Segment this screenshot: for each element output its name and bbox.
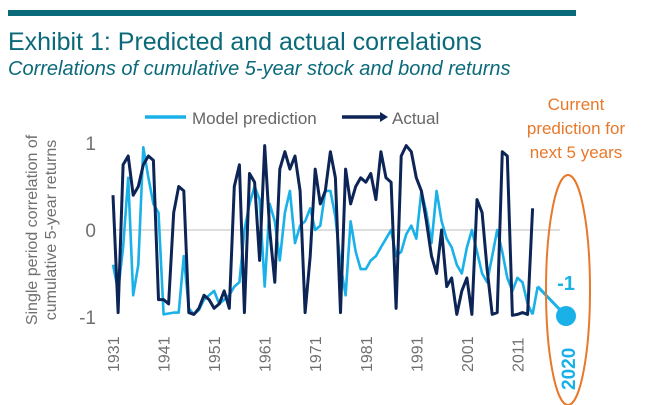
- actual-line: [111, 144, 535, 317]
- x-tick-label: 1961: [258, 336, 275, 372]
- exhibit-subtitle: Correlations of cumulative 5-year stock …: [8, 58, 511, 80]
- y-axis-label-line: Single period correlation of: [24, 134, 41, 325]
- legend-model-label: Model prediction: [192, 109, 317, 128]
- x-tick-label: 2011: [510, 337, 527, 372]
- legend-actual-label: Actual: [392, 109, 439, 128]
- model-prediction-line: [111, 146, 534, 316]
- y-axis-label-line: cumulative 5-year returns: [43, 140, 60, 321]
- exhibit-title: Exhibit 1: Predicted and actual correlat…: [8, 28, 482, 56]
- prediction-value-label: -1: [557, 273, 575, 295]
- callout-text-line: prediction for: [527, 119, 626, 138]
- x-tick-label: 2001: [460, 336, 477, 372]
- x-tick-label: 1981: [359, 336, 376, 372]
- prediction-point: [556, 306, 576, 326]
- prediction-year-label: 2020: [559, 348, 580, 390]
- callout-text-line: next 5 years: [530, 143, 623, 162]
- x-tick-label: 1971: [308, 336, 325, 372]
- prediction-connector: [531, 286, 539, 315]
- x-tick-label: 1991: [409, 336, 426, 372]
- callout-ellipse: [545, 174, 591, 405]
- legend-actual-arrow: [380, 112, 388, 122]
- header-rule: [8, 10, 576, 16]
- x-tick-label: 1931: [106, 336, 123, 372]
- x-tick-label: 1941: [157, 336, 174, 372]
- callout-text-line: Current: [548, 95, 605, 114]
- x-tick-label: 1951: [207, 336, 224, 372]
- y-tick-label: -1: [79, 308, 96, 329]
- y-axis-label: Single period correlation of cumulative 5…: [24, 134, 60, 325]
- y-tick-label: 1: [85, 134, 96, 155]
- y-tick-label: 0: [85, 221, 96, 242]
